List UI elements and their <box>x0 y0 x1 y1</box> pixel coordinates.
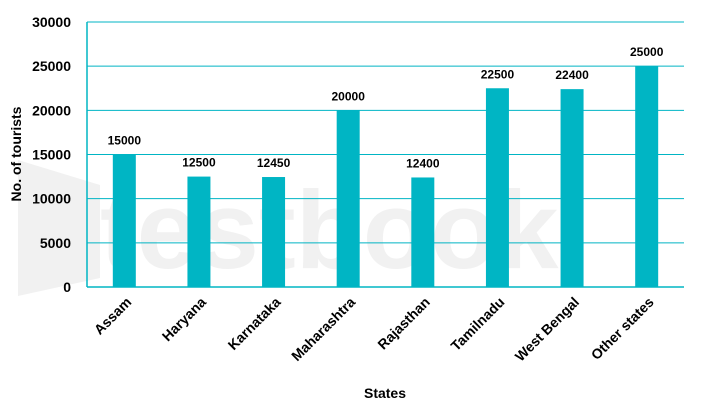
x-tick-label: Karnataka <box>224 294 283 353</box>
data-label: 12450 <box>257 156 291 170</box>
x-axis-title: States <box>364 385 406 401</box>
y-tick-label: 15000 <box>32 147 71 163</box>
x-tick-label: Assam <box>91 294 135 338</box>
x-tick-label: Tamilnadu <box>447 294 507 354</box>
bar <box>560 89 584 287</box>
bar <box>485 88 509 287</box>
x-tick-label: Haryana <box>159 294 210 345</box>
y-tick-label: 20000 <box>32 102 71 118</box>
data-label: 20000 <box>332 89 366 103</box>
bar <box>112 154 136 287</box>
data-label: 12400 <box>406 156 440 170</box>
x-tick-label: Maharashtra <box>288 294 358 364</box>
data-label: 12500 <box>182 156 216 170</box>
data-label: 15000 <box>108 134 142 148</box>
y-tick-label: 0 <box>63 279 71 295</box>
testbook-logo-icon <box>18 160 100 296</box>
watermark-text: testbook <box>100 169 559 292</box>
bar <box>411 177 435 287</box>
y-tick-label: 25000 <box>32 58 71 74</box>
data-labels: 15000 12500 12450 20000 12400 22500 22400 25000 <box>108 45 664 170</box>
y-tick-labels: 0 5000 10000 15000 20000 25000 30000 <box>32 14 71 295</box>
axes <box>86 22 684 288</box>
x-tick-labels: Assam Haryana Karnataka Maharashtra Rajastha… <box>91 294 657 365</box>
bar <box>187 176 211 287</box>
watermark: testbook <box>18 160 559 296</box>
y-tick-label: 10000 <box>32 191 71 207</box>
gridlines <box>87 21 684 244</box>
bar <box>336 110 360 287</box>
bar <box>262 177 286 287</box>
y-axis-title: No. of tourists <box>8 106 24 201</box>
data-label: 22500 <box>481 67 515 81</box>
y-tick-label: 5000 <box>40 235 71 251</box>
bar <box>635 66 659 288</box>
data-label: 25000 <box>630 45 664 59</box>
x-tick-label: West Bengal <box>512 294 583 365</box>
x-tick-label: Rajasthan <box>374 294 433 353</box>
data-label: 22400 <box>555 68 589 82</box>
x-tick-label: Other states <box>588 294 657 363</box>
bars <box>112 66 659 288</box>
y-tick-label: 30000 <box>32 14 71 30</box>
